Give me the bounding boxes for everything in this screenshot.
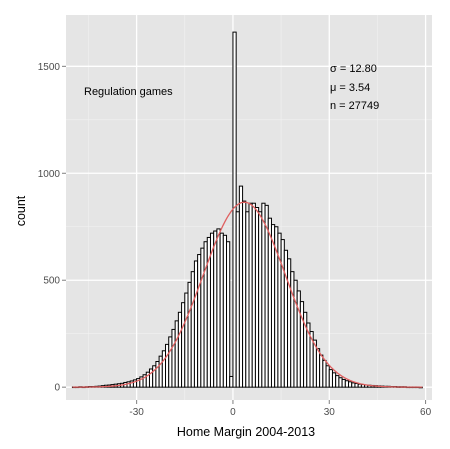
n-annotation: n = 27749 bbox=[330, 100, 379, 112]
x-tick-label: -30 bbox=[129, 407, 144, 418]
regulation-games-label: Regulation games bbox=[84, 86, 173, 98]
x-tick-label: 30 bbox=[324, 407, 336, 418]
y-tick-label: 500 bbox=[43, 276, 60, 287]
y-axis-title: count bbox=[14, 195, 28, 226]
y-tick-label: 0 bbox=[54, 383, 60, 394]
histogram-bars bbox=[71, 31, 423, 389]
sigma-annotation: σ = 12.80 bbox=[330, 63, 377, 75]
x-tick-label: 60 bbox=[420, 407, 432, 418]
normal-fit-curve bbox=[72, 201, 423, 388]
mu-annotation: μ = 3.54 bbox=[330, 82, 370, 94]
y-tick-label: 1500 bbox=[38, 62, 61, 73]
x-axis-title: Home Margin 2004-2013 bbox=[177, 425, 315, 439]
y-axis-ticks: 0 500 1000 1500 bbox=[38, 62, 66, 394]
y-tick-label: 1000 bbox=[38, 169, 61, 180]
x-tick-label: 0 bbox=[230, 407, 236, 418]
histogram-bar bbox=[226, 241, 231, 388]
x-axis-ticks: -30 0 30 60 bbox=[129, 400, 432, 418]
